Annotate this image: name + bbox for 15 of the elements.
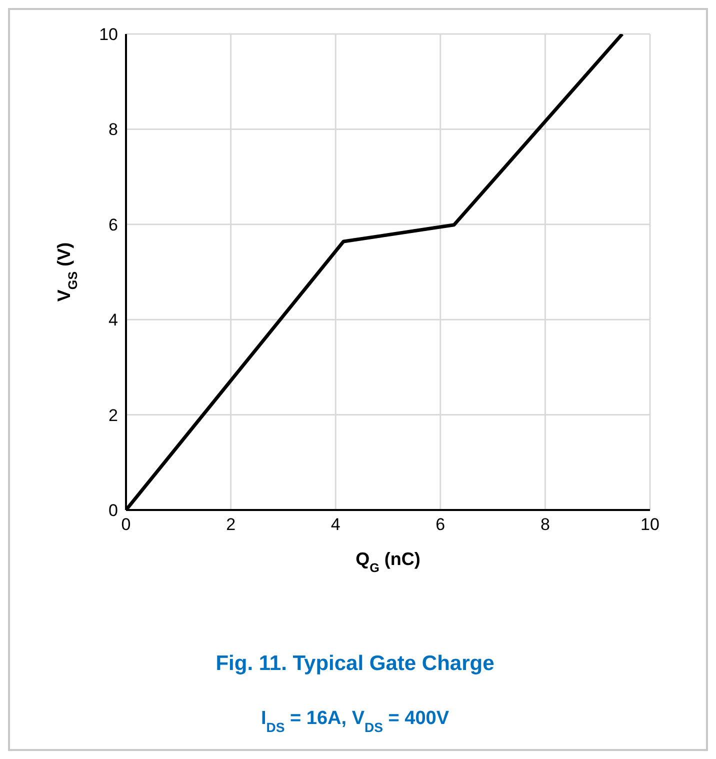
x-tick-label: 0	[121, 515, 131, 534]
y-tick-label: 0	[108, 501, 118, 520]
y-tick-label: 2	[108, 406, 118, 425]
y-tick-label: 10	[99, 25, 118, 44]
text: I$_{DS}$ = 16A, V$_{DS}$ = 400V	[260, 708, 450, 734]
x-axis-title: Q$_{G}$ (nC)	[356, 549, 420, 575]
y-tick-label: 6	[108, 215, 118, 234]
x-tick-label: 4	[330, 515, 340, 534]
x-tick-label: 6	[436, 515, 446, 534]
y-tick-label: 8	[108, 120, 118, 140]
x-tick-label: 8	[540, 515, 550, 534]
y-tick-label: 4	[108, 310, 118, 330]
text: Fig. 11. Typical Gate Charge	[216, 652, 494, 675]
x-tick-label: 2	[226, 515, 236, 534]
x-tick-label: 10	[640, 515, 660, 534]
